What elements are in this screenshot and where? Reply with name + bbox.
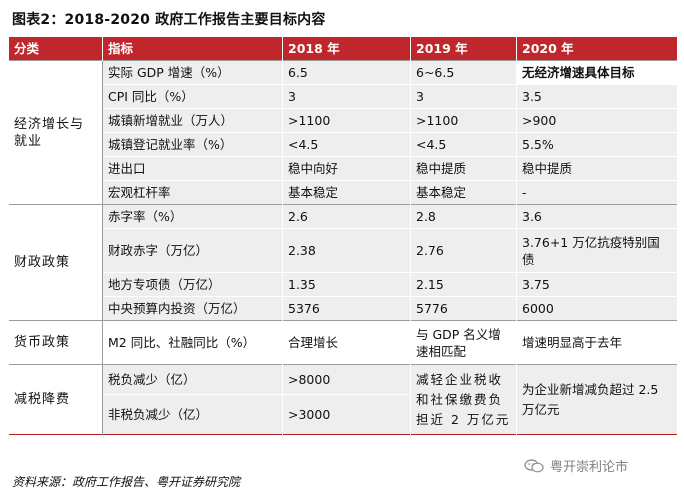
value-2020: 3.76+1 万亿抗疫特别国债 [516,228,677,273]
value-2018: 1.35 [282,272,411,297]
table-row: 减税降费 税负减少（亿） >8000 减轻企业税收和社保缴费负担近 2 万亿元 … [8,364,677,435]
indicator-cell: 非税负减少（亿） [102,394,283,435]
value-2019: 2.8 [410,204,517,229]
category-growth: 经济增长与就业 [8,60,103,205]
table-row: 城镇新增就业（万人） >1100 >1100 >900 [9,108,677,133]
header-2019: 2019 年 [410,36,517,61]
value-2018: >8000 [282,364,411,395]
indicator-cell: 实际 GDP 增速（%） [102,60,283,85]
indicator-cell: 赤字率（%） [102,204,283,229]
table-row: 经济增长与就业 实际 GDP 增速（%） 6.5 6~6.5 无经济增速具体目标 [8,60,677,205]
value-2020-merged: 为企业新增减负超过 2.5 万亿元 [516,364,677,435]
value-2018: <4.5 [282,132,411,157]
value-2020: >900 [516,108,677,133]
value-2018: 3 [282,84,411,109]
table-row: 城镇登记就业率（%） <4.5 <4.5 5.5% [9,132,677,157]
value-2018: 合理增长 [282,320,411,365]
indicator-cell: 宏观杠杆率 [102,180,283,205]
targets-table: 分类 指标 2018 年 2019 年 2020 年 经济增长与就业 实际 GD… [8,36,677,435]
value-2018: 5376 [282,296,411,321]
table-row: 进出口 稳中向好 稳中提质 稳中提质 [9,156,677,181]
value-2019: 6~6.5 [410,60,517,85]
value-2020: 增速明显高于去年 [516,320,677,365]
table-row: 非税负减少（亿） >3000 [9,394,677,435]
table-row: 财政赤字（万亿） 2.38 2.76 3.76+1 万亿抗疫特别国债 [9,228,677,273]
indicator-cell: 中央预算内投资（万亿） [102,296,283,321]
value-2020: - [516,180,677,205]
category-tax: 减税降费 [8,364,103,435]
value-2018: 基本稳定 [282,180,411,205]
watermark: 粤开崇利论市 [524,456,628,475]
value-2019: 2.76 [410,228,517,273]
table-row: 宏观杠杆率 基本稳定 基本稳定 - [9,180,677,205]
value-2019: 稳中提质 [410,156,517,181]
value-2018: 2.6 [282,204,411,229]
value-2020: 3.6 [516,204,677,229]
value-2019: 5776 [410,296,517,321]
header-2018: 2018 年 [282,36,411,61]
header-indicator: 指标 [102,36,283,61]
source-note: 资料来源：政府工作报告、粤开证券研究院 [12,475,241,489]
header-2020: 2020 年 [516,36,677,61]
value-2019: 2.15 [410,272,517,297]
indicator-cell: 地方专项债（万亿） [102,272,283,297]
category-monetary: 货币政策 [8,320,103,365]
indicator-cell: M2 同比、社融同比（%） [102,320,283,365]
table-row: CPI 同比（%） 3 3 3.5 [9,84,677,109]
value-2019-merged: 减轻企业税收和社保缴费负担近 2 万亿元 [410,364,517,435]
value-2018: 稳中向好 [282,156,411,181]
indicator-cell: 进出口 [102,156,283,181]
value-2019: >1100 [410,108,517,133]
value-2020: 无经济增速具体目标 [516,60,677,85]
watermark-text: 粤开崇利论市 [550,460,629,475]
table-row: 货币政策 M2 同比、社融同比（%） 合理增长 与 GDP 名义增速相匹配 增速… [8,320,677,365]
value-2020: 3.75 [516,272,677,297]
figure-title: 图表2：2018-2020 政府工作报告主要目标内容 [12,12,326,28]
indicator-cell: 城镇登记就业率（%） [102,132,283,157]
value-2020: 稳中提质 [516,156,677,181]
value-2020: 5.5% [516,132,677,157]
value-2019: 基本稳定 [410,180,517,205]
table-row: 地方专项债（万亿） 1.35 2.15 3.75 [9,272,677,297]
wechat-icon [524,458,544,472]
category-fiscal: 财政政策 [8,204,103,321]
value-2018: 6.5 [282,60,411,85]
value-2020: 3.5 [516,84,677,109]
value-2018: >1100 [282,108,411,133]
indicator-cell: 城镇新增就业（万人） [102,108,283,133]
value-2019: 与 GDP 名义增速相匹配 [410,320,517,365]
value-2018: 2.38 [282,228,411,273]
indicator-cell: 财政赤字（万亿） [102,228,283,273]
value-2019: 3 [410,84,517,109]
value-2018: >3000 [282,394,411,435]
table-row: 中央预算内投资（万亿） 5376 5776 6000 [9,296,677,321]
table-row: 财政政策 赤字率（%） 2.6 2.8 3.6 [8,204,677,321]
value-2019: <4.5 [410,132,517,157]
header-row: 分类 指标 2018 年 2019 年 2020 年 [8,36,677,61]
header-category: 分类 [8,36,103,61]
indicator-cell: 税负减少（亿） [102,364,283,395]
indicator-cell: CPI 同比（%） [102,84,283,109]
value-2020: 6000 [516,296,677,321]
